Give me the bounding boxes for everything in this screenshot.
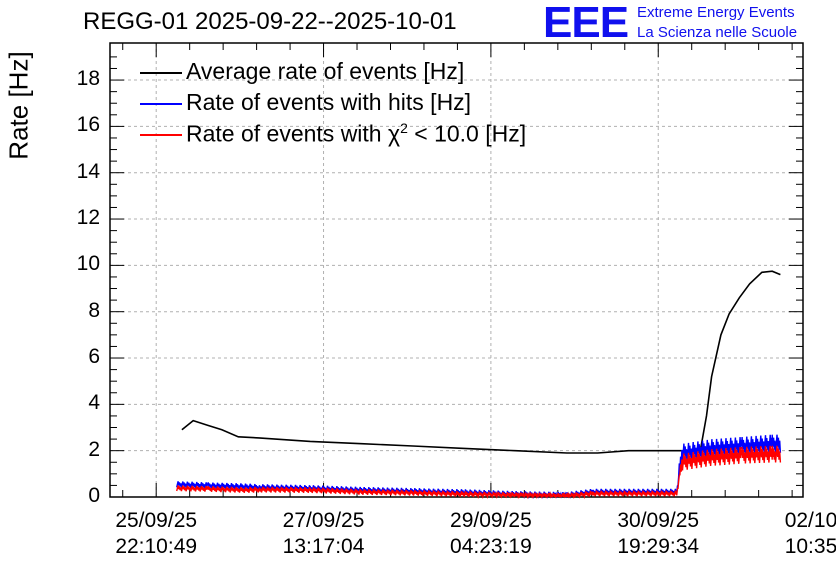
legend-swatch-chi2 — [140, 134, 182, 136]
y-tick-label: 12 — [76, 206, 100, 230]
x-tick-label: 27/09/25 13:17:04 — [254, 508, 394, 560]
x-tick-time: 10:35:49 — [784, 535, 836, 558]
x-tick-time: 19:29:34 — [617, 535, 700, 558]
legend-item-hits: Rate of events with hits [Hz] — [140, 89, 600, 119]
y-tick-label: 14 — [76, 159, 100, 183]
x-tick-label: 02/10/25 10:35:49 — [756, 508, 836, 560]
logo-line-2: La Scienza nelle Scuole — [637, 24, 798, 41]
x-tick-label: 30/09/25 19:29:34 — [588, 508, 728, 560]
legend-label-chi2: Rate of events with χ2 < 10.0 [Hz] — [186, 120, 526, 148]
chart-title: REGG-01 2025-09-22--2025-10-01 — [83, 8, 457, 35]
x-tick-time: 22:10:49 — [115, 535, 198, 558]
y-tick-label: 6 — [88, 345, 100, 369]
x-tick-date: 27/09/25 — [282, 509, 365, 532]
legend-chi-superscript: 2 — [400, 120, 408, 136]
legend-item-chi2: Rate of events with χ2 < 10.0 [Hz] — [140, 120, 600, 150]
x-tick-date: 25/09/25 — [115, 509, 198, 532]
x-tick-time: 13:17:04 — [282, 535, 365, 558]
y-tick-label: 4 — [88, 391, 100, 415]
x-tick-date: 02/10/25 — [784, 509, 836, 532]
legend-swatch-average — [140, 72, 182, 74]
legend-label-average: Average rate of events [Hz] — [186, 58, 465, 84]
y-tick-label: 16 — [76, 113, 100, 137]
series-chi2-rate — [176, 445, 782, 500]
logo-line-1: Extreme Energy Events — [637, 4, 795, 21]
legend-chi2-post: < 10.0 [Hz] — [407, 120, 527, 147]
y-tick-label: 10 — [76, 252, 100, 276]
legend-chi2-pre: Rate of events with — [186, 120, 388, 147]
eee-logo: EEE — [543, 0, 629, 47]
x-tick-time: 04:23:19 — [450, 535, 532, 558]
x-tick-label: 25/09/25 22:10:49 — [86, 508, 226, 560]
legend-item-average: Average rate of events [Hz] — [140, 58, 600, 88]
legend-label-hits: Rate of events with hits [Hz] — [186, 89, 472, 115]
plot-frame — [109, 42, 804, 498]
x-tick-label: 29/09/25 04:23:19 — [421, 508, 561, 560]
y-tick-label: 8 — [88, 298, 100, 322]
legend-chi-symbol: χ — [388, 120, 401, 147]
x-tick-date: 29/09/25 — [450, 509, 532, 532]
series-average-rate — [181, 270, 781, 454]
y-tick-label: 2 — [88, 437, 100, 461]
legend-swatch-hits — [140, 103, 182, 105]
y-tick-label: 0 — [88, 484, 100, 507]
x-tick-date: 30/09/25 — [617, 509, 700, 532]
y-tick-label: 18 — [76, 67, 100, 91]
